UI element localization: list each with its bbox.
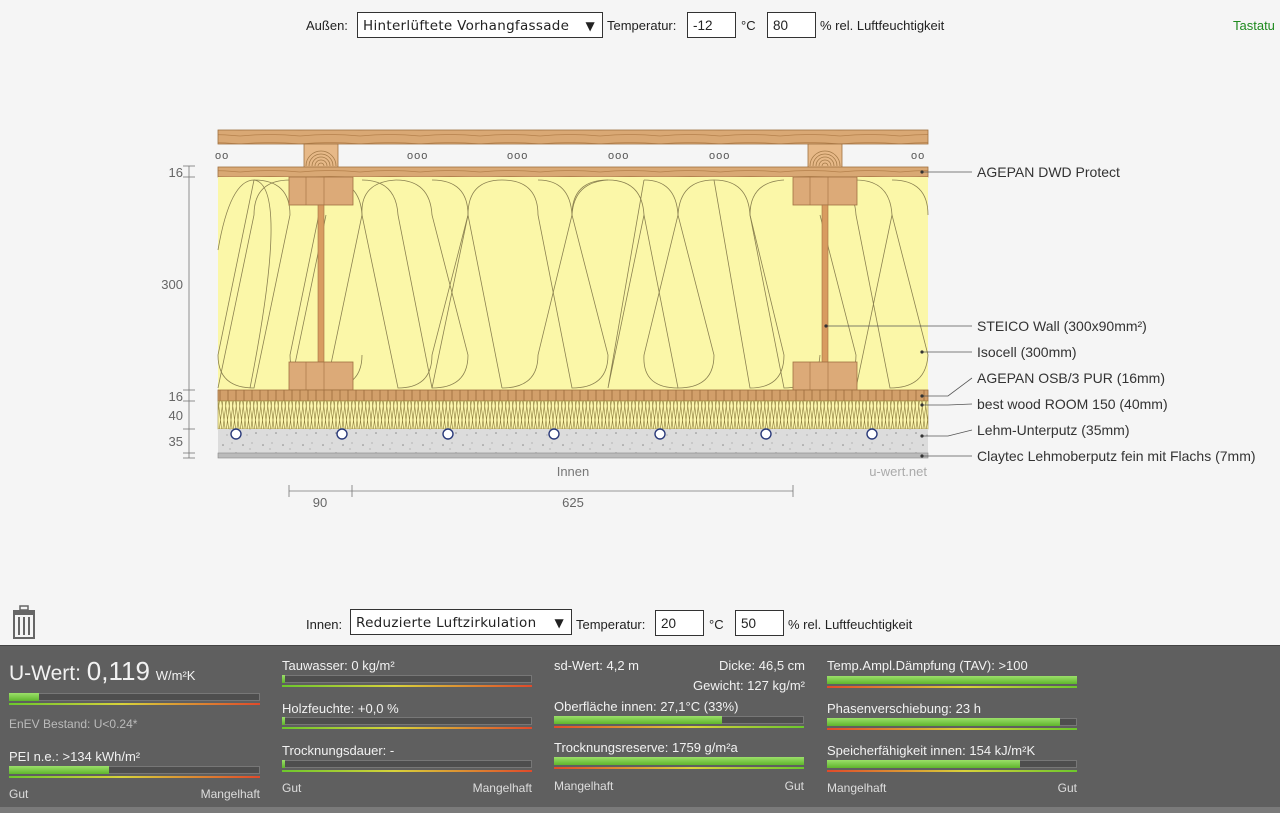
drying-reserve-bar [554, 757, 804, 771]
u-value-unit: W/m²K [155, 668, 196, 683]
watermark: u-wert.net [869, 464, 927, 479]
layer-label[interactable]: AGEPAN DWD Protect [977, 164, 1120, 180]
surface-temp-bar [554, 716, 804, 730]
insulation-layer [218, 177, 928, 390]
drying-time-bar [282, 760, 532, 774]
phase-shift-bar [827, 718, 1077, 732]
outside-label: Außen: [306, 18, 348, 33]
vent-mark: ooo [407, 150, 428, 162]
u-value-display[interactable]: U-Wert: 0,119 W/m²K [9, 656, 195, 687]
thickness-label: 40 [169, 408, 183, 423]
weight-value-label[interactable]: Gewicht: 127 kg/m² [693, 678, 805, 693]
panel-footer [0, 807, 1280, 813]
sd-value-label[interactable]: sd-Wert: 4,2 m [554, 658, 640, 673]
layer-label[interactable]: Claytec Lehmoberputz fein mit Flachs (7m… [977, 448, 1256, 464]
layer-label[interactable]: Isocell (300mm) [977, 344, 1077, 360]
inside-humidity-unit: % rel. Luftfeuchtigkeit [788, 617, 913, 632]
vent-mark: ooo [709, 150, 730, 162]
finish-plaster-layer [217, 452, 929, 459]
wood-moisture-bar [282, 717, 532, 731]
inside-climate-select[interactable]: Reduzierte Luftzirkulation ▼ [350, 609, 572, 635]
inside-temp-input[interactable]: 20 [655, 610, 704, 636]
vent-mark: oo [215, 150, 229, 162]
layer-label[interactable]: Lehm-Unterputz (35mm) [977, 422, 1130, 438]
clay-plaster-layer [218, 429, 928, 453]
surface-temp-label[interactable]: Oberfläche innen: 27,1°C (33%) [554, 699, 739, 714]
outside-temp-input[interactable]: -12 [687, 12, 736, 38]
condensate-bar [282, 675, 532, 689]
scale-left: Gut [282, 781, 302, 795]
layer-label[interactable]: STEICO Wall (300x90mm²) [977, 318, 1147, 334]
thickness-dimension [183, 165, 195, 459]
chevron-down-icon: ▼ [554, 616, 564, 630]
facade-board [217, 129, 929, 145]
studs [288, 176, 858, 391]
inside-temp-label: Temperatur: [576, 617, 646, 632]
vent-mark: oo [911, 150, 925, 162]
scale-left: Mangelhaft [827, 781, 887, 795]
pei-label[interactable]: PEI n.e.: >134 kWh/m² [9, 749, 141, 764]
scale-right: Mangelhaft [200, 787, 260, 801]
dwd-board [217, 166, 929, 178]
outside-temp-label: Temperatur: [607, 18, 677, 33]
drying-time-label[interactable]: Trocknungsdauer: - [282, 743, 395, 758]
outside-climate-select[interactable]: Hinterlüftete Vorhangfassade ▼ [357, 12, 603, 38]
phase-shift-label[interactable]: Phasenverschiebung: 23 h [827, 701, 981, 716]
outside-humidity-unit: % rel. Luftfeuchtigkeit [820, 18, 945, 33]
chevron-down-icon: ▼ [585, 19, 595, 33]
outside-climate-value: Hinterlüftete Vorhangfassade [363, 18, 570, 34]
u-value-bar [9, 693, 260, 707]
drying-reserve-label[interactable]: Trocknungsreserve: 1759 g/m²a [554, 740, 738, 755]
inside-humidity-input[interactable]: 50 [735, 610, 784, 636]
u-value-number: 0,119 [86, 656, 150, 686]
wood-moisture-label[interactable]: Holzfeuchte: +0,0 % [282, 701, 399, 716]
thickness-label: 16 [169, 165, 183, 180]
outside-humidity-input[interactable]: 80 [767, 12, 816, 38]
layer-label[interactable]: best wood ROOM 150 (40mm) [977, 396, 1168, 412]
storage-capacity-bar [827, 760, 1077, 774]
thickness-value-label[interactable]: Dicke: 46,5 cm [719, 658, 805, 673]
pei-bar [9, 766, 260, 780]
thickness-label: 300 [161, 277, 183, 292]
wall-section-diagram: oo ooo ooo ooo ooo oo [161, 129, 1256, 510]
keyboard-link[interactable]: Tastatu [1233, 18, 1275, 33]
trash-icon[interactable] [10, 605, 38, 639]
inside-temp-unit: °C [709, 617, 724, 632]
osb-layer [217, 389, 929, 402]
tav-bar [827, 676, 1077, 690]
scale-right: Mangelhaft [472, 781, 532, 795]
battens [303, 143, 843, 169]
inside-label: Innen: [306, 617, 343, 632]
scale-right: Gut [1057, 781, 1077, 795]
thickness-label: 16 [169, 389, 183, 404]
storage-capacity-label[interactable]: Speicherfähigkeit innen: 154 kJ/m²K [827, 743, 1036, 758]
inside-side-label: Innen [557, 464, 590, 479]
spacing-label: 90 [313, 495, 327, 510]
vent-mark: ooo [608, 150, 629, 162]
scale-right: Gut [784, 779, 804, 793]
enev-note: EnEV Bestand: U<0.24* [9, 717, 138, 731]
condensate-label[interactable]: Tauwasser: 0 kg/m² [282, 658, 395, 673]
tav-label[interactable]: Temp.Ampl.Dämpfung (TAV): >100 [827, 658, 1028, 673]
thickness-label: 35 [169, 434, 183, 449]
inside-climate-value: Reduzierte Luftzirkulation [356, 615, 537, 631]
ventilation-marks: oo ooo ooo ooo ooo oo [215, 150, 925, 162]
scale-left: Gut [9, 787, 29, 801]
vent-mark: ooo [507, 150, 528, 162]
spacing-label: 625 [562, 495, 584, 510]
layer-label[interactable]: AGEPAN OSB/3 PUR (16mm) [977, 370, 1165, 386]
heating-pipes [230, 428, 878, 440]
u-value-title: U-Wert: [9, 662, 87, 685]
leader-lines [826, 171, 973, 457]
woodfibre-layer [217, 400, 929, 430]
scale-left: Mangelhaft [554, 779, 614, 793]
spacing-dimension [288, 485, 794, 497]
outside-temp-unit: °C [741, 18, 756, 33]
